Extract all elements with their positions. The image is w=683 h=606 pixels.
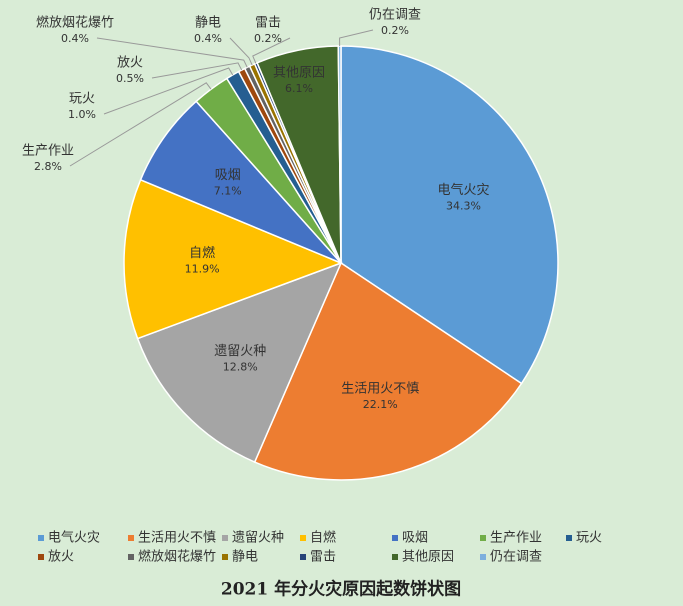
slice-label: 燃放烟花爆竹 xyxy=(36,15,114,31)
leader-line xyxy=(69,82,212,167)
pie-slice xyxy=(253,261,523,481)
pie-slice xyxy=(123,178,344,340)
slice-value: 0.2% xyxy=(254,32,282,45)
legend-label: 燃放烟花爆竹 xyxy=(138,549,216,565)
slice-label: 电气火灾 xyxy=(437,182,489,198)
leader-line xyxy=(103,67,234,115)
legend-label: 其他原因 xyxy=(402,550,454,565)
slice-label: 雷击 xyxy=(255,16,281,31)
slice-value: 0.4% xyxy=(194,32,222,45)
legend-label: 遗留火种 xyxy=(232,531,284,546)
legend-swatch xyxy=(128,535,134,541)
legend-swatch xyxy=(480,535,486,541)
legend-swatch xyxy=(392,554,398,560)
legend-swatch xyxy=(392,535,398,541)
slice-value: 2.8% xyxy=(34,160,62,173)
legend-label: 玩火 xyxy=(576,531,602,546)
legend-label: 吸烟 xyxy=(402,531,428,546)
leader-line xyxy=(339,29,374,47)
slice-value: 0.4% xyxy=(61,32,89,45)
chart-title: 2021 年分火灾原因起数饼状图 xyxy=(221,579,461,600)
slice-label: 其他原因 xyxy=(273,66,325,81)
slice-label: 仍在调查 xyxy=(369,8,421,23)
slice-label: 吸烟 xyxy=(215,168,241,183)
slice-value: 0.2% xyxy=(381,24,409,37)
slice-value: 7.1% xyxy=(214,185,242,198)
legend-label: 自燃 xyxy=(310,530,336,546)
legend-swatch xyxy=(38,554,44,560)
legend-label: 雷击 xyxy=(310,550,336,565)
slice-label: 遗留火种 xyxy=(214,344,266,359)
slice-value: 1.0% xyxy=(68,108,96,121)
slice-value: 34.3% xyxy=(446,200,481,213)
legend-swatch xyxy=(38,535,44,541)
legend-label: 生产作业 xyxy=(490,531,542,546)
legend-swatch xyxy=(128,554,134,560)
legend-swatch xyxy=(566,535,572,541)
leader-line xyxy=(96,37,248,68)
slice-label: 放火 xyxy=(117,56,143,71)
slice-label: 生活用火不慎 xyxy=(341,382,419,397)
pie-slice xyxy=(136,261,343,464)
legend-label: 电气火灾 xyxy=(48,530,100,546)
legend-label: 生活用火不慎 xyxy=(138,531,216,546)
slice-label: 生产作业 xyxy=(22,144,74,159)
slice-value: 22.1% xyxy=(363,398,398,411)
slice-label: 静电 xyxy=(195,16,221,31)
slice-value: 12.8% xyxy=(223,361,258,374)
legend-swatch xyxy=(300,535,306,541)
leader-line xyxy=(229,37,253,66)
legend-swatch xyxy=(480,554,486,560)
slice-value: 6.1% xyxy=(285,82,313,95)
slice-value: 11.9% xyxy=(185,262,220,275)
legend-swatch xyxy=(222,554,228,560)
legend-label: 放火 xyxy=(48,550,74,565)
slice-label: 自燃 xyxy=(189,245,215,261)
leader-line xyxy=(151,62,243,79)
legend-swatch xyxy=(300,554,306,560)
legend-swatch xyxy=(222,535,228,541)
pie-slice xyxy=(337,45,342,264)
legend-label: 静电 xyxy=(232,550,258,565)
legend-label: 仍在调查 xyxy=(490,550,542,565)
leader-line xyxy=(252,37,291,64)
slice-value: 0.5% xyxy=(116,72,144,85)
slice-label: 玩火 xyxy=(69,92,95,107)
